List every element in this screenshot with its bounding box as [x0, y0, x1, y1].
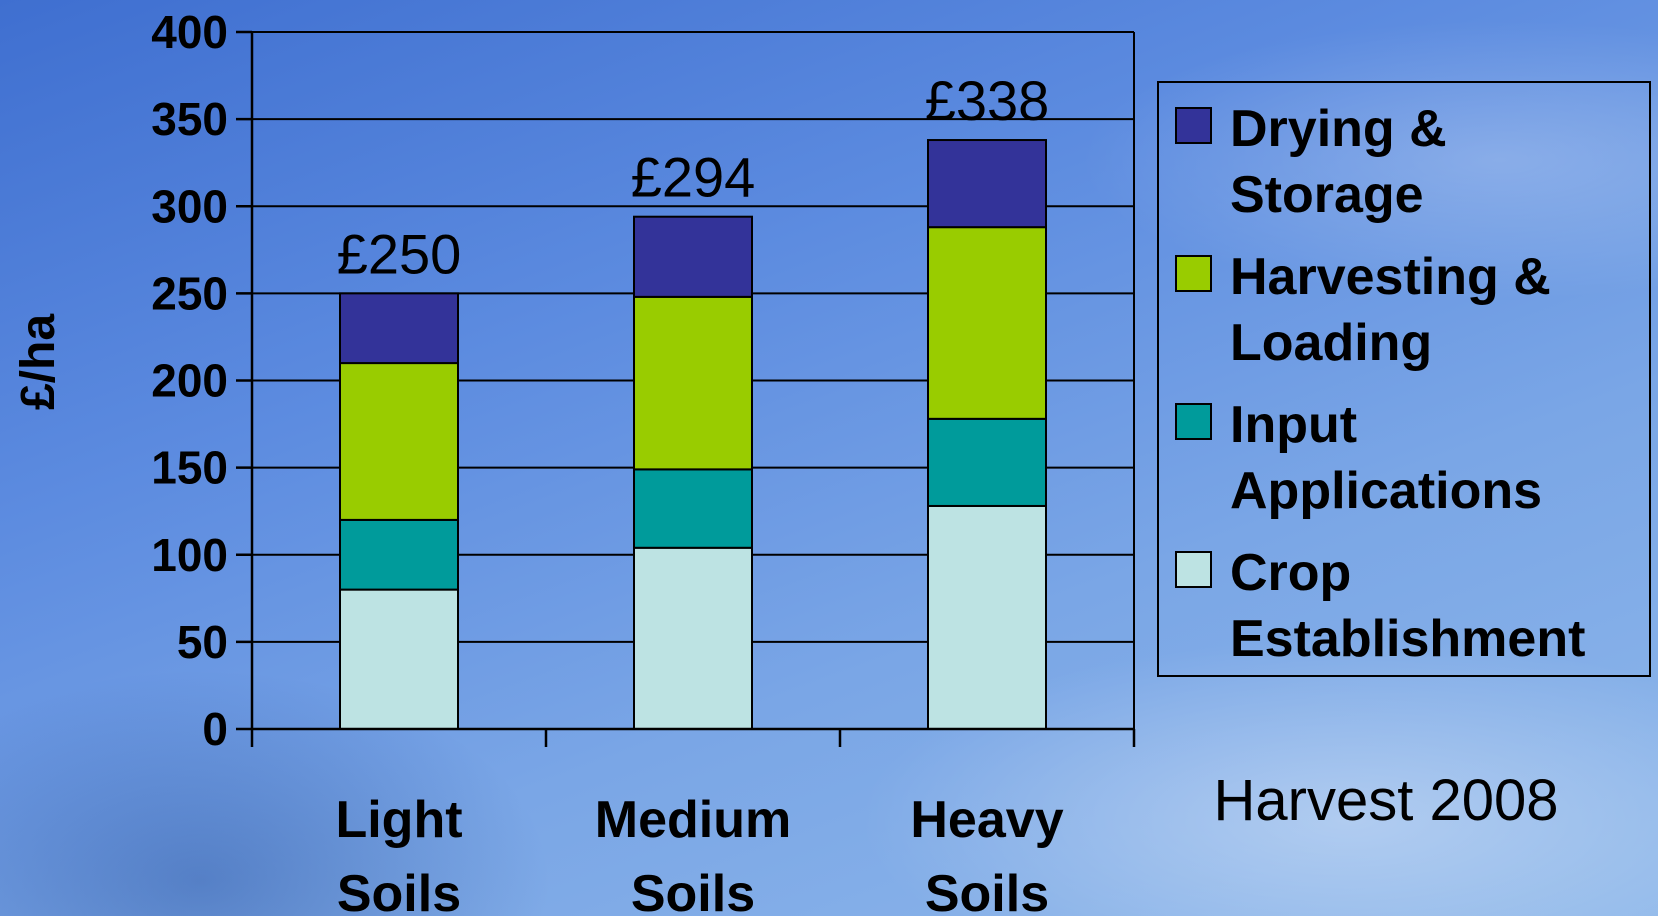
x-category-label-line-2-1: Soils: [925, 865, 1049, 916]
bar-segment-0-1: [339, 518, 459, 591]
x-category-label-line-0-0: Light: [335, 791, 462, 849]
legend-entry-3: Crop Establishment: [1230, 544, 1585, 668]
legend-entry-0: Drying & Storage: [1230, 100, 1447, 224]
y-tick-label-300: 300: [151, 180, 228, 232]
legend-entry-line-0-1: Storage: [1230, 166, 1424, 224]
bar-segment-2-1: [927, 417, 1047, 507]
legend-swatch-0: [1175, 107, 1212, 144]
legend-entry-line-1-0: Harvesting &: [1230, 248, 1551, 306]
y-tick-labels: 0 50 100 150 200 250 300 350 400: [151, 6, 228, 755]
y-tick-label-50: 50: [177, 616, 228, 668]
legend-entry-line-2-0: Input: [1230, 396, 1357, 454]
legend-entry-line-3-1: Establishment: [1230, 610, 1585, 668]
y-tick-label-350: 350: [151, 93, 228, 145]
bar-segment-2-0: [927, 504, 1047, 730]
harvest-year-annotation: Harvest 2008: [1214, 768, 1559, 833]
bar-segment-2-2: [927, 226, 1047, 420]
x-category-label-line-0-1: Soils: [337, 865, 461, 916]
legend-swatch-3: [1175, 551, 1212, 588]
y-tick-label-200: 200: [151, 355, 228, 407]
legend-entry-1: Harvesting & Loading: [1230, 248, 1551, 372]
total-label-0: £250: [337, 222, 462, 285]
x-category-labels: Light Soils Medium Soils Heavy Soils: [335, 791, 1063, 916]
legend-swatch-2: [1175, 403, 1212, 440]
bar-segment-0-0: [339, 588, 459, 730]
legend-entry-line-0-0: Drying &: [1230, 100, 1447, 158]
y-tick-label-0: 0: [202, 703, 228, 755]
y-tick-label-400: 400: [151, 6, 228, 58]
y-axis-label: £/ha: [12, 314, 65, 410]
x-category-label-line-1-1: Soils: [631, 865, 755, 916]
total-label-2: £338: [925, 69, 1050, 132]
legend-box: [1157, 81, 1651, 677]
bar-segment-0-3: [339, 292, 459, 365]
x-category-label-1: Medium Soils: [595, 791, 791, 916]
y-tick-label-150: 150: [151, 442, 228, 494]
x-category-label-0: Light Soils: [335, 791, 462, 916]
legend-entry-line-1-1: Loading: [1230, 314, 1432, 372]
legend: Drying & Storage Harvesting & Loading Input A…: [1157, 81, 1651, 677]
total-label-1: £294: [631, 146, 756, 209]
bar-segment-1-1: [633, 468, 753, 549]
bar-segment-0-2: [339, 362, 459, 521]
bar-segment-2-3: [927, 139, 1047, 229]
y-tick-label-250: 250: [151, 267, 228, 319]
legend-entry-line-2-1: Applications: [1230, 462, 1542, 520]
legend-entry-line-3-0: Crop: [1230, 544, 1351, 602]
bar-segment-1-3: [633, 215, 753, 298]
bars: [339, 139, 1047, 731]
legend-entry-2: Input Applications: [1230, 396, 1542, 520]
x-category-label-2: Heavy Soils: [910, 791, 1063, 916]
x-category-label-line-2-0: Heavy: [910, 791, 1063, 849]
y-tick-label-100: 100: [151, 529, 228, 581]
x-category-label-line-1-0: Medium: [595, 791, 791, 849]
bar-segment-1-2: [633, 295, 753, 471]
legend-swatch-1: [1175, 255, 1212, 292]
bar-segment-1-0: [633, 546, 753, 731]
total-labels: £250 £294 £338: [337, 69, 1050, 285]
axes: [236, 30, 1136, 747]
